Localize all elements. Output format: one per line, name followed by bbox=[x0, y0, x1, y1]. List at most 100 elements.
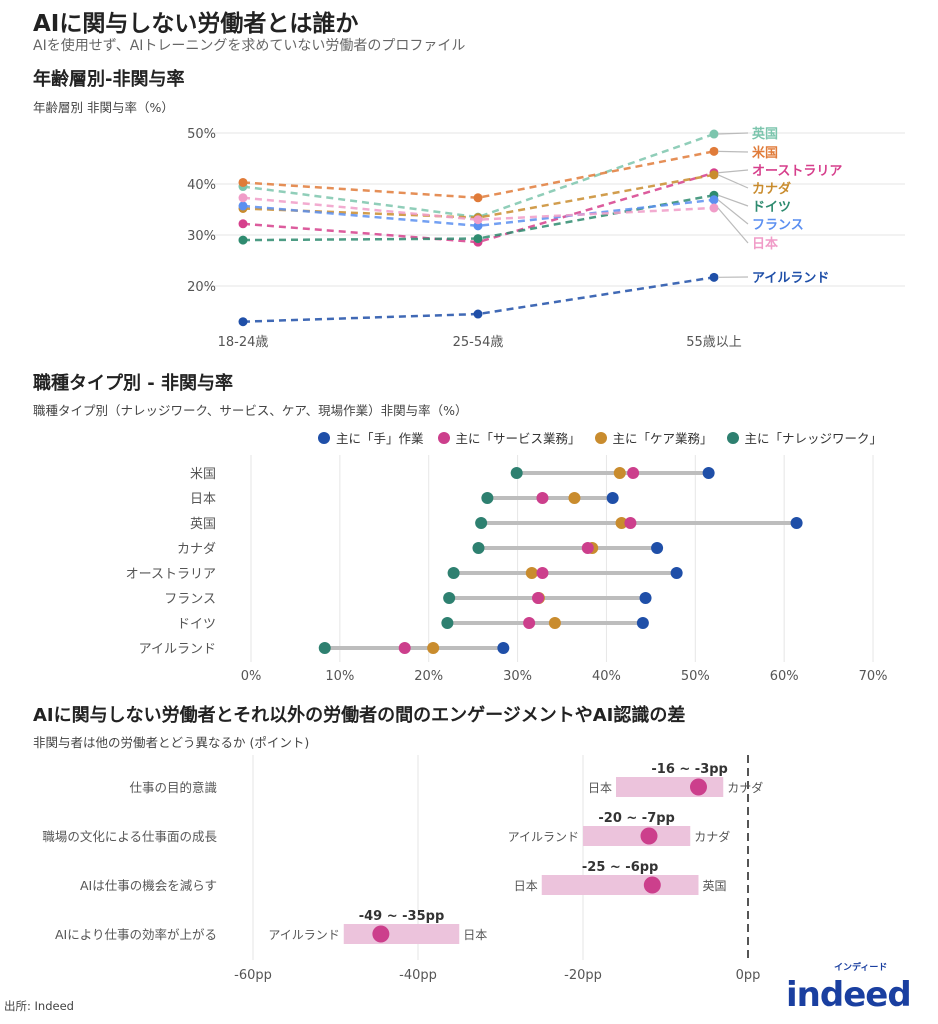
x-tick-label: 30% bbox=[503, 669, 532, 684]
x-tick-label: -40pp bbox=[399, 968, 437, 983]
data-point bbox=[709, 146, 719, 156]
series-label: 日本 bbox=[752, 236, 778, 252]
x-tick-label: 0pp bbox=[736, 968, 761, 983]
data-point bbox=[441, 617, 454, 629]
data-point bbox=[238, 235, 248, 245]
source-note: 出所: Indeed bbox=[4, 999, 74, 1013]
legend-dot bbox=[726, 431, 739, 444]
data-point bbox=[238, 317, 248, 327]
legend-label: 主に「サービス業務」 bbox=[455, 431, 581, 446]
x-tick-label: 60% bbox=[770, 669, 799, 684]
legend-item-service: 主に「サービス業務」 bbox=[437, 428, 581, 447]
series-label: ドイツ bbox=[752, 200, 791, 215]
max-country-label: カナダ bbox=[694, 829, 730, 844]
indeed-logo: indeed bbox=[786, 975, 912, 1015]
min-country-label: アイルランド bbox=[508, 830, 579, 844]
page-title: AIに関与しない労働者とは誰か bbox=[33, 11, 359, 37]
legend-item-knowledge: 主に「ナレッジワーク」 bbox=[726, 428, 883, 447]
data-point bbox=[548, 617, 561, 629]
series-line bbox=[242, 276, 715, 323]
data-point bbox=[475, 517, 488, 529]
data-point bbox=[709, 195, 719, 205]
age-chart-title: 年齢層別-非関与率 bbox=[33, 69, 185, 90]
data-point bbox=[709, 170, 719, 180]
legend-label: 主に「ナレッジワーク」 bbox=[744, 431, 883, 446]
data-point bbox=[318, 642, 331, 654]
data-point bbox=[497, 642, 510, 654]
series-line bbox=[242, 171, 715, 244]
job-dumbbell-chart: 0% 10% 20% 30% 40% 50% 60% 70% 米国日本英国カナダオーストラリアフ… bbox=[126, 455, 887, 684]
min-country-label: アイルランド bbox=[268, 928, 339, 942]
gap-chart-subtitle: 非関与者は他の労働者とどう異なるか (ポイント) bbox=[33, 735, 310, 750]
row-label: 職場の文化による仕事面の成長 bbox=[42, 829, 217, 844]
data-point bbox=[447, 567, 460, 579]
data-point bbox=[238, 193, 248, 203]
label-connector bbox=[717, 132, 749, 135]
range-label: -49 ~ -35pp bbox=[359, 909, 445, 924]
x-tick-label: -60pp bbox=[234, 968, 272, 983]
x-tick-label: 0% bbox=[241, 669, 262, 684]
data-point bbox=[523, 617, 536, 629]
data-point bbox=[510, 467, 523, 479]
data-point bbox=[532, 592, 545, 604]
legend-dot bbox=[318, 431, 330, 444]
x-tick-label: 20% bbox=[414, 669, 443, 684]
data-point bbox=[238, 177, 248, 187]
x-tick-label: 10% bbox=[325, 669, 354, 684]
label-connector bbox=[717, 199, 749, 225]
min-country-label: 日本 bbox=[514, 879, 538, 893]
data-point bbox=[636, 617, 649, 629]
page-subtitle: AIを使用せず、AIトレーニングを求めていない労働者のプロファイル bbox=[33, 38, 466, 54]
row-label: 仕事の目的意識 bbox=[129, 780, 217, 795]
data-point bbox=[473, 234, 483, 244]
series-label: オーストラリア bbox=[752, 164, 842, 179]
series-label: カナダ bbox=[752, 181, 791, 197]
category-label: 英国 bbox=[190, 517, 216, 532]
label-connector bbox=[717, 207, 749, 244]
data-point bbox=[670, 567, 683, 579]
legend-item-care: 主に「ケア業務」 bbox=[594, 428, 713, 447]
series-label: 米国 bbox=[752, 145, 778, 161]
series-line bbox=[242, 193, 715, 242]
category-label: 米国 bbox=[190, 467, 216, 482]
data-point bbox=[525, 567, 538, 579]
legend-label: 主に「手」作業 bbox=[336, 431, 424, 446]
legend-label: 主に「ケア業務」 bbox=[612, 431, 713, 446]
gap-chart-title: AIに関与しない労働者とそれ以外の労働者の間のエンゲージメントやAI認識の差 bbox=[33, 705, 686, 726]
y-tick-label: 20% bbox=[187, 280, 216, 295]
logo-kana: インディード bbox=[834, 963, 888, 973]
data-point bbox=[481, 492, 494, 504]
category-label: ドイツ bbox=[177, 617, 216, 632]
legend-item-hand: 主に「手」作業 bbox=[318, 428, 424, 447]
data-point bbox=[709, 203, 719, 213]
data-point bbox=[709, 272, 719, 282]
data-point bbox=[473, 309, 483, 319]
label-connector bbox=[717, 150, 749, 153]
category-label: カナダ bbox=[177, 542, 216, 557]
x-tick-label: 50% bbox=[681, 669, 710, 684]
range-label: -16 ~ -3pp bbox=[651, 762, 727, 777]
category-label: 日本 bbox=[190, 492, 216, 507]
row-label: AIは仕事の機会を減らす bbox=[80, 878, 217, 893]
label-connector bbox=[717, 169, 749, 174]
category-label: オーストラリア bbox=[126, 567, 216, 582]
category-label: フランス bbox=[164, 592, 216, 607]
job-chart-legend: 主に「手」作業 主に「サービス業務」 主に「ケア業務」 主に「ナレッジワーク」 bbox=[318, 428, 882, 447]
series-line bbox=[242, 150, 715, 200]
data-point bbox=[606, 492, 619, 504]
range-bar bbox=[343, 924, 460, 944]
range-label: -25 ~ -6pp bbox=[582, 860, 658, 875]
data-point bbox=[443, 592, 456, 604]
midpoint-dot bbox=[372, 925, 390, 943]
midpoint-dot bbox=[640, 827, 658, 845]
data-point bbox=[238, 219, 248, 229]
label-connector bbox=[717, 194, 749, 207]
range-bar bbox=[541, 875, 699, 895]
row-label: AIにより仕事の効率が上がる bbox=[55, 927, 217, 942]
data-point bbox=[624, 517, 637, 529]
age-chart-ylabel: 年齢層別 非関与率（%） bbox=[33, 100, 174, 115]
legend-dot bbox=[594, 431, 607, 444]
data-point bbox=[709, 129, 719, 139]
